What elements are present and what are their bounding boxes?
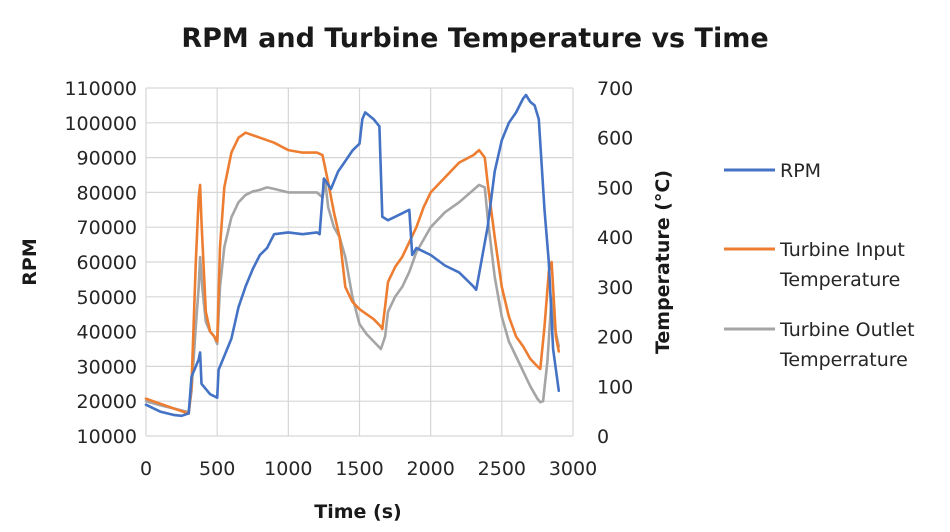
legend-item-rpm[interactable]: RPM — [724, 160, 821, 182]
y-tick-label: 20000 — [77, 391, 137, 413]
x-tick-label: 2500 — [478, 458, 526, 480]
x-tick-label: 500 — [199, 458, 235, 480]
chart-title: RPM and Turbine Temperature vs Time — [181, 23, 768, 54]
y-tick-label: 90000 — [77, 148, 137, 170]
x-axis-ticks: 0 500 1000 1500 2000 2500 3000 — [140, 458, 597, 480]
right-axis-ticks: 0 100 200 300 400 500 600 700 — [597, 78, 633, 448]
x-tick-label: 1500 — [335, 458, 383, 480]
y2-tick-label: 100 — [597, 376, 633, 398]
legend-label-turbine-input-line1: Turbine Input — [779, 239, 905, 261]
legend: RPM Turbine Input Temperature Turbine Ou… — [724, 160, 921, 371]
y-tick-label: 110000 — [64, 78, 137, 100]
y2-axis-title: Temperature (°C) — [652, 170, 674, 354]
y-tick-label: 70000 — [77, 217, 137, 239]
series-line-turbine-input-temperature — [144, 131, 561, 415]
y2-tick-label: 300 — [597, 277, 633, 299]
y-tick-label: 50000 — [77, 287, 137, 309]
legend-item-turbine-outlet[interactable]: Turbine Outlet Temperrature — [724, 319, 921, 371]
x-axis-title: Time (s) — [314, 501, 401, 523]
y2-tick-label: 700 — [597, 78, 633, 100]
legend-label-rpm: RPM — [780, 160, 821, 182]
y2-tick-label: 500 — [597, 177, 633, 199]
y2-tick-label: 200 — [597, 327, 633, 349]
legend-label-turbine-input-line2: Temperature — [779, 269, 900, 291]
series-layer — [144, 93, 561, 418]
legend-label-turbine-outlet: Turbine Outlet Temperrature — [779, 319, 921, 371]
left-axis-ticks: 10000 20000 30000 40000 50000 60000 70000 80000… — [64, 78, 137, 448]
x-tick-label: 3000 — [549, 458, 597, 480]
x-tick-label: 0 — [140, 458, 152, 480]
y2-tick-label: 0 — [597, 426, 609, 448]
legend-item-turbine-input[interactable]: Turbine Input Temperature — [724, 239, 911, 291]
y-tick-label: 10000 — [77, 426, 137, 448]
y-tick-label: 40000 — [77, 322, 137, 344]
legend-label-turbine-outlet-line1: Turbine Outlet — [779, 319, 915, 341]
y2-tick-label: 600 — [597, 128, 633, 150]
y-tick-label: 100000 — [64, 113, 137, 135]
legend-label-turbine-outlet-line2: Temperrature — [779, 349, 908, 371]
x-tick-label: 1000 — [264, 458, 312, 480]
y-tick-label: 60000 — [77, 252, 137, 274]
y-tick-label: 80000 — [77, 182, 137, 204]
y-axis-title: RPM — [19, 238, 41, 285]
series-line-rpm — [144, 93, 561, 418]
y-tick-label: 30000 — [77, 356, 137, 378]
y2-tick-label: 400 — [597, 227, 633, 249]
legend-label-turbine-input: Turbine Input Temperature — [779, 239, 911, 291]
x-tick-label: 2000 — [406, 458, 454, 480]
